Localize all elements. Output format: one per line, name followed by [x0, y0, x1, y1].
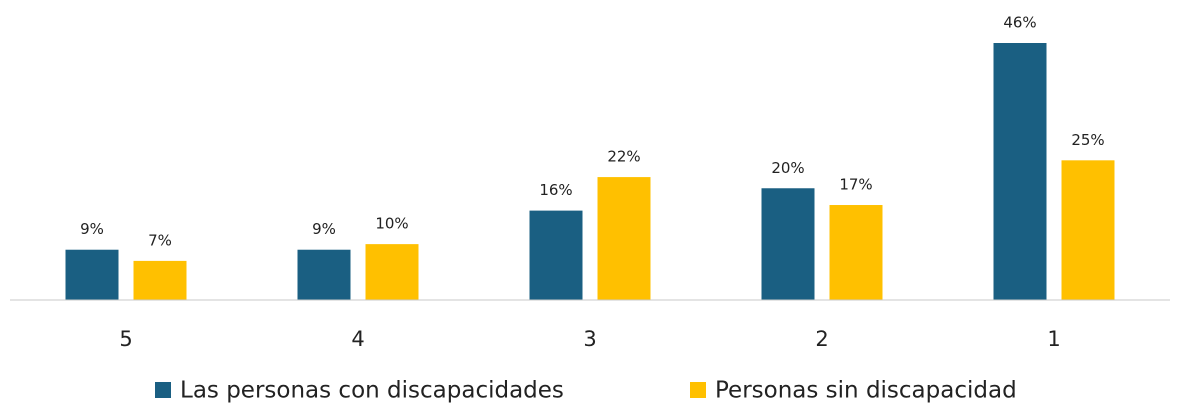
x-tick-label: 1: [1047, 327, 1060, 351]
bar: [829, 205, 883, 300]
bar: [529, 210, 583, 300]
bar: [597, 177, 651, 300]
legend-label: Personas sin discapacidad: [715, 378, 1017, 404]
bar: [297, 249, 351, 300]
value-label: 9%: [80, 220, 104, 238]
x-tick-label: 3: [583, 327, 596, 351]
value-label: 22%: [607, 148, 640, 166]
legend-swatch: [690, 382, 706, 398]
x-tick-label: 5: [119, 327, 132, 351]
bar: [133, 260, 187, 300]
value-label: 25%: [1071, 131, 1104, 149]
x-tick-label: 2: [815, 327, 828, 351]
bar: [761, 188, 815, 300]
x-tick-label: 4: [351, 327, 364, 351]
value-label: 20%: [771, 159, 804, 177]
value-label: 16%: [539, 181, 572, 199]
value-label: 46%: [1003, 14, 1036, 32]
bar: [1061, 160, 1115, 300]
value-label: 7%: [148, 231, 172, 249]
bar: [993, 43, 1047, 300]
legend-label: Las personas con discapacidades: [180, 378, 564, 404]
legend-swatch: [155, 382, 171, 398]
bar: [65, 249, 119, 300]
value-label: 10%: [375, 215, 408, 233]
value-label: 9%: [312, 220, 336, 238]
bar: [365, 244, 419, 300]
value-label: 17%: [839, 176, 872, 194]
